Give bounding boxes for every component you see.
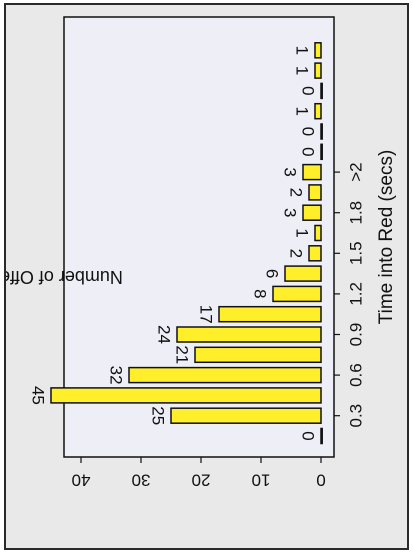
bar bbox=[320, 143, 323, 161]
plot-area bbox=[63, 16, 335, 458]
bar bbox=[308, 184, 322, 201]
bar bbox=[194, 346, 322, 364]
bar-value-label: 45 bbox=[29, 386, 48, 405]
bar-value-label: 1 bbox=[293, 46, 312, 55]
x-tick-label: 1.2 bbox=[346, 282, 365, 306]
bar-value-label: 8 bbox=[251, 289, 270, 298]
bar-value-label: 2 bbox=[287, 249, 306, 258]
bar bbox=[272, 285, 322, 303]
x-tick-label: 0.6 bbox=[346, 363, 365, 387]
bar bbox=[320, 427, 323, 445]
bar-value-label: 17 bbox=[197, 305, 216, 324]
bar bbox=[320, 123, 323, 140]
bar bbox=[302, 204, 322, 221]
x-tick-label: 0.9 bbox=[346, 323, 365, 347]
x-tick-label: 0.3 bbox=[346, 404, 365, 428]
bar-value-label: 21 bbox=[173, 345, 192, 364]
bar bbox=[314, 224, 322, 242]
bar bbox=[176, 326, 322, 343]
bar bbox=[170, 407, 322, 424]
bar bbox=[128, 366, 322, 384]
bar-value-label: 2 bbox=[287, 188, 306, 197]
bar bbox=[314, 62, 322, 79]
bar bbox=[284, 265, 322, 282]
chart-frame: 0 25 45 32 21 24 17 8 6 2 1 3 2 3 0 0 1 0 1 1 0 10 20 30 40 0.3… bbox=[4, 3, 409, 550]
bar-value-label: 0 bbox=[299, 86, 318, 95]
bar-value-label: 6 bbox=[263, 269, 282, 278]
bar bbox=[50, 387, 322, 404]
bar-value-label: 25 bbox=[149, 406, 168, 425]
y-axis-label: Number of Offenders bbox=[6, 267, 123, 287]
bar bbox=[320, 82, 323, 100]
y-tick-label: 0 bbox=[316, 471, 325, 490]
x-axis-label: Time into Red (secs) bbox=[376, 150, 397, 325]
bar-value-label: 0 bbox=[299, 147, 318, 156]
bar-value-label: 32 bbox=[107, 366, 126, 385]
x-tick-label: 1.5 bbox=[346, 241, 365, 265]
bar-value-label: 1 bbox=[293, 66, 312, 75]
bar-value-label: 0 bbox=[299, 431, 318, 440]
x-tick-label: 1.8 bbox=[346, 201, 365, 225]
bar-value-label: 0 bbox=[299, 127, 318, 136]
bar bbox=[314, 102, 322, 120]
x-tick-label: >2 bbox=[346, 162, 365, 181]
bar bbox=[218, 305, 322, 323]
bar bbox=[308, 245, 322, 262]
y-tick-label: 20 bbox=[192, 471, 211, 490]
y-tick-label: 40 bbox=[72, 471, 91, 490]
bar-value-label: 1 bbox=[293, 228, 312, 237]
bar-value-label: 3 bbox=[281, 208, 300, 217]
bar bbox=[314, 42, 322, 59]
bar-value-label: 3 bbox=[281, 167, 300, 176]
bar bbox=[302, 163, 322, 181]
y-tick-label: 30 bbox=[132, 471, 151, 490]
y-tick-label: 10 bbox=[252, 471, 271, 490]
bar-value-label: 1 bbox=[293, 106, 312, 115]
bar-value-label: 24 bbox=[155, 325, 174, 344]
